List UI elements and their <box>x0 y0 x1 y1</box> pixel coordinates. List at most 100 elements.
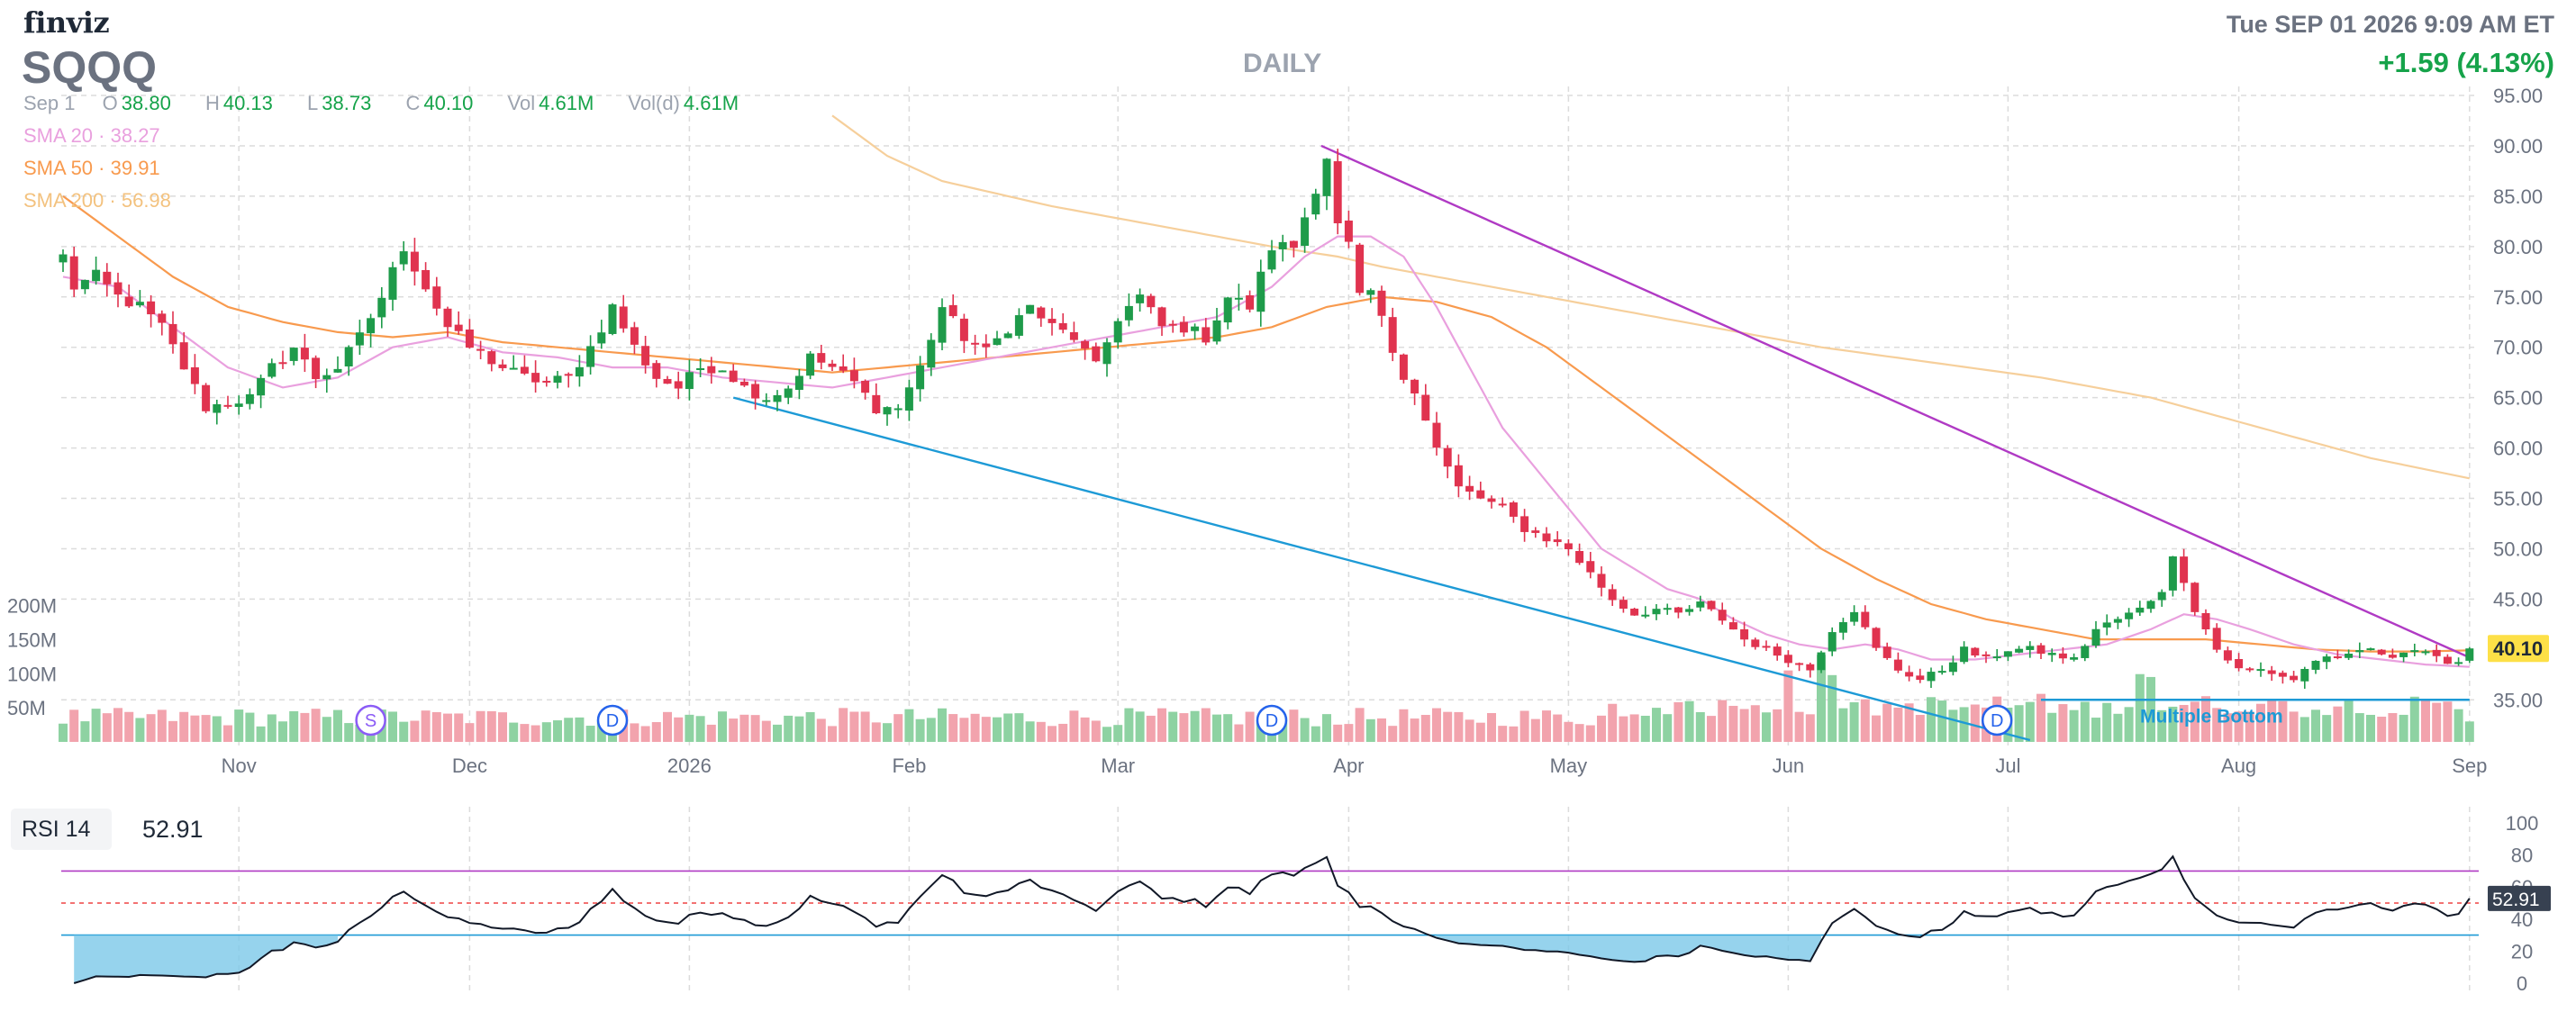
volume-bar <box>431 711 441 742</box>
ohlc-date: Sep 1 <box>23 92 76 114</box>
volume-bar <box>212 716 222 742</box>
candle-body <box>652 363 661 379</box>
volume-bar <box>839 708 848 742</box>
volume-bar <box>816 718 826 742</box>
volume-bar <box>981 717 991 742</box>
volume-bar <box>2058 704 2068 742</box>
candle-body <box>794 375 803 390</box>
sma20-legend[interactable]: SMA 20 · 38.27 <box>23 124 160 147</box>
volume-bar <box>1927 697 1936 742</box>
candle-body <box>1102 342 1111 365</box>
volume-bar <box>828 726 837 742</box>
candle-body <box>2047 653 2056 655</box>
candle-body <box>1202 327 1211 343</box>
volume-bar <box>948 714 958 742</box>
volume-bar <box>1091 720 1101 742</box>
volume-bar <box>2366 714 2375 742</box>
candle-body <box>872 394 881 413</box>
volume-bar <box>234 709 244 742</box>
candle-body <box>959 318 968 341</box>
volume-bar <box>1014 713 1024 742</box>
volume-bar <box>223 725 232 742</box>
quote-datetime: Tue SEP 01 2026 9:09 AM ET <box>2226 11 2554 38</box>
candle-body <box>179 342 188 370</box>
volume-bar <box>1080 717 1090 742</box>
candle-body <box>158 313 167 323</box>
candle-body <box>2191 583 2200 612</box>
price-tick-label: 35.00 <box>2493 689 2543 711</box>
candle-body <box>1344 220 1353 242</box>
candle-body <box>1014 315 1023 336</box>
candle-body <box>707 366 716 374</box>
volume-bar <box>773 724 782 742</box>
sma50-legend[interactable]: SMA 50 · 39.91 <box>23 157 160 179</box>
volume-bar <box>2091 718 2100 742</box>
candle-body <box>80 279 89 290</box>
candle-body <box>729 370 738 383</box>
volume-tick-label: 150M <box>7 629 57 652</box>
candle-body <box>1696 601 1705 608</box>
candle-body <box>1762 646 1771 648</box>
rsi-tick-label: 0 <box>2517 972 2527 995</box>
candlesticks[interactable] <box>59 149 2474 689</box>
axes: 95.00 90.00 85.00 80.00 75.00 70.00 65.00 60.00… <box>7 85 2549 777</box>
volume-bar <box>1805 714 1815 742</box>
date-tick-label: Apr <box>1333 754 1364 777</box>
volume-bar <box>1828 674 1837 742</box>
candle-body <box>1817 652 1826 671</box>
volume-bar <box>443 713 452 742</box>
volume-bar <box>1718 700 1728 742</box>
volume-bar <box>2432 702 2442 742</box>
volume-bar <box>739 714 749 742</box>
volume-bar <box>860 711 870 742</box>
volume-bar <box>784 715 794 742</box>
candle-body <box>1531 530 1540 533</box>
finviz-logo[interactable]: finviz <box>23 5 110 40</box>
rsi-indicator-label[interactable]: RSI 14 <box>11 809 112 850</box>
candle-body <box>168 323 177 345</box>
volume-bar <box>1673 701 1683 742</box>
volume-bar <box>1817 655 1826 742</box>
volume-bar <box>871 722 881 742</box>
candle-body <box>2290 675 2299 681</box>
volume-bar <box>926 718 936 742</box>
candle-body <box>355 332 364 346</box>
candle-body <box>641 346 650 366</box>
volume-bar <box>2278 700 2288 742</box>
volume-bar <box>1300 718 1310 742</box>
sma50-value: 39.91 <box>110 157 160 179</box>
candle-body <box>916 365 925 390</box>
volume-bar <box>1849 701 1859 742</box>
candle-body <box>1882 646 1891 658</box>
volume-bar <box>2267 700 2277 742</box>
candle-body <box>2015 648 2024 653</box>
volume-bar <box>1179 713 1189 742</box>
candle-body <box>1728 622 1737 630</box>
volume-bar <box>2256 703 2265 742</box>
candle-body <box>2223 650 2232 661</box>
candle-body <box>1356 244 1365 294</box>
candle-body <box>1828 632 1837 652</box>
volume-bar <box>59 723 68 742</box>
volume-bar <box>1564 721 1574 742</box>
open-value: 38.80 <box>121 92 171 114</box>
candle-body <box>1421 394 1430 421</box>
candle-body <box>1806 664 1815 671</box>
candle-body <box>2345 653 2354 658</box>
candle-body <box>1751 639 1760 647</box>
candle-body <box>2443 656 2452 664</box>
candle-body <box>2113 619 2122 623</box>
candle-body <box>982 343 991 348</box>
sma50-label: SMA 50 <box>23 157 94 179</box>
volume-bar <box>1585 725 1595 742</box>
volume-bar <box>805 711 815 742</box>
volume-bar <box>486 710 496 742</box>
volume-bar <box>1333 724 1343 742</box>
volume-bar <box>1739 709 1749 742</box>
sma200-legend[interactable]: SMA 200 · 56.98 <box>23 189 171 212</box>
volume-bar <box>355 724 365 742</box>
volume-bar <box>102 713 112 742</box>
volume-bar <box>1344 724 1354 742</box>
